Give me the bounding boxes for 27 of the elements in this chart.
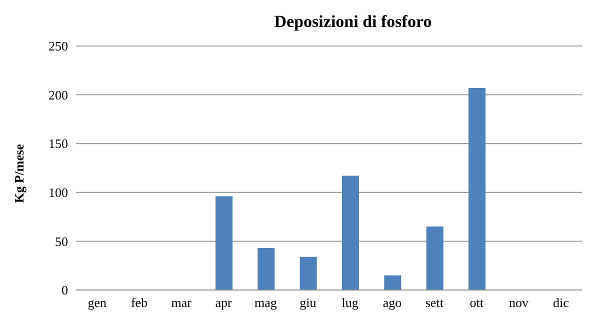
bar — [258, 248, 275, 290]
x-tick-label: feb — [130, 295, 148, 310]
bar — [300, 256, 317, 290]
y-tick-label: 100 — [48, 185, 68, 200]
y-tick-label: 50 — [55, 234, 68, 249]
y-tick-label: 200 — [48, 87, 68, 102]
x-tick-label: sett — [425, 295, 444, 310]
x-tick-label: nov — [509, 295, 529, 310]
y-tick-label: 250 — [48, 38, 68, 54]
bar — [216, 196, 232, 290]
y-tick-label: 0 — [62, 282, 68, 298]
x-tick-label: lug — [342, 295, 359, 310]
bar — [384, 275, 402, 290]
x-tick-label: mag — [254, 295, 278, 310]
y-axis-title: Kg P/mese — [12, 144, 27, 203]
y-tick-label: 150 — [48, 136, 68, 152]
x-tick-label: ago — [382, 295, 402, 310]
chart-title: Deposizioni di fosforo — [273, 12, 433, 32]
x-tick-label: gen — [88, 295, 107, 310]
x-tick-label: mar — [171, 295, 192, 310]
x-tick-label: giu — [300, 295, 317, 310]
x-tick-label: dic — [552, 295, 570, 310]
x-tick-label: apr — [215, 295, 233, 310]
bar — [342, 176, 359, 290]
x-tick-label: ott — [470, 295, 484, 310]
bar — [426, 226, 444, 290]
bar — [468, 88, 486, 290]
